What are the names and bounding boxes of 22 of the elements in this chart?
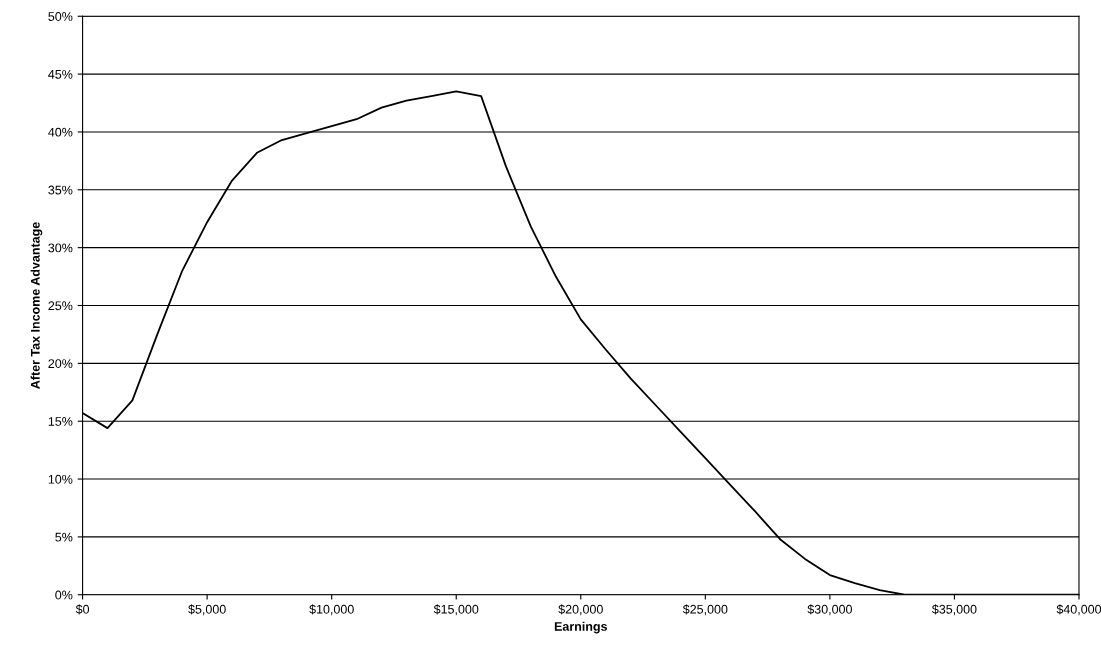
y-tick-label: 0% [55, 590, 73, 600]
x-tick-label: $20,000 [558, 604, 603, 616]
y-tick-label: 45% [48, 69, 73, 79]
x-tick-label: $15,000 [433, 604, 479, 616]
y-tick-label: 50% [48, 12, 73, 21]
x-axis-title: Earnings [554, 621, 608, 634]
y-tick-label: 10% [48, 474, 73, 484]
x-tick-label: $30,000 [807, 604, 852, 616]
x-tick-label: $5,000 [188, 604, 226, 616]
y-tick-label: 40% [48, 127, 73, 137]
y-tick-label: 35% [48, 185, 73, 195]
y-tick-label: 30% [48, 243, 73, 253]
y-tick-label: 20% [48, 359, 73, 368]
x-tick-label: $25,000 [682, 604, 728, 616]
x-tick-label: $35,000 [931, 604, 977, 616]
x-tick-label: $0 [75, 604, 90, 615]
x-tick-label: $40,000 [1056, 604, 1101, 616]
x-tick-label: $10,000 [309, 604, 354, 616]
y-tick-label: 25% [48, 301, 73, 311]
y-tick-label: 5% [55, 532, 73, 542]
y-tick-label: 15% [48, 417, 73, 426]
y-axis-title: After Tax Income Advantage [30, 222, 43, 389]
